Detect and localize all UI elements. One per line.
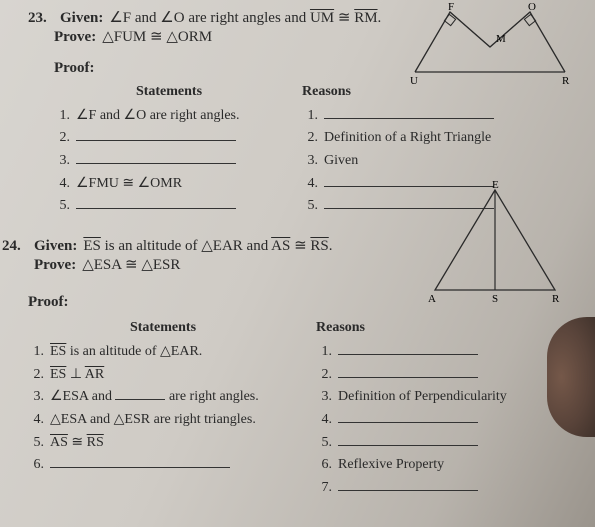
line-num: 3. bbox=[28, 386, 44, 408]
prove-label: Prove: bbox=[34, 257, 76, 274]
blank-line[interactable] bbox=[115, 386, 165, 400]
line-num: 4. bbox=[54, 173, 70, 195]
given-label: Given: bbox=[34, 238, 77, 255]
blank-line[interactable] bbox=[338, 432, 478, 446]
given-part-a: ∠F and ∠O are right angles and bbox=[109, 10, 310, 26]
perp-symbol: ⊥ bbox=[66, 367, 84, 382]
segment-es: ES bbox=[50, 344, 66, 359]
line-num: 2. bbox=[316, 364, 332, 386]
line-num: 1. bbox=[316, 341, 332, 363]
line-num: 6. bbox=[28, 454, 44, 476]
line-num: 2. bbox=[28, 364, 44, 386]
given-text: ES is an altitude of △EAR and AS ≅ RS. bbox=[83, 236, 332, 255]
thumb-shadow bbox=[547, 317, 595, 437]
segment-rs: RS bbox=[87, 435, 104, 450]
stmt-1: ES is an altitude of △EAR. bbox=[50, 341, 202, 363]
segment-rm: RM bbox=[354, 10, 377, 26]
reason-6: Reflexive Property bbox=[338, 454, 444, 476]
statements-header: Statements bbox=[28, 317, 298, 339]
line-num: 3. bbox=[302, 150, 318, 172]
congruent-symbol: ≅ bbox=[290, 238, 310, 254]
line-num: 2. bbox=[302, 127, 318, 149]
vertex-a: A bbox=[428, 293, 436, 305]
line-num: 6. bbox=[316, 454, 332, 476]
blank-line[interactable] bbox=[50, 454, 230, 468]
prove-text: △FUM ≅ △ORM bbox=[102, 27, 212, 46]
line-num: 4. bbox=[302, 173, 318, 195]
reasons-column: Reasons 1. 2. 3. Definition of Perpendicu… bbox=[316, 317, 531, 500]
problem-number: 24. bbox=[2, 238, 28, 255]
blank-line[interactable] bbox=[338, 364, 478, 378]
stmt-4: △ESA and △ESR are right triangles. bbox=[50, 409, 256, 431]
segment-es: ES bbox=[83, 238, 101, 254]
given-text: ∠F and ∠O are right angles and UM ≅ RM. bbox=[109, 8, 381, 27]
reasons-header: Reasons bbox=[316, 317, 531, 339]
reason-3: Given bbox=[324, 150, 358, 172]
statements-column: Statements 1. ∠F and ∠O are right angles.… bbox=[54, 81, 284, 218]
line-num: 5. bbox=[54, 195, 70, 217]
line-num: 4. bbox=[316, 409, 332, 431]
line-num: 4. bbox=[28, 409, 44, 431]
vertex-r: R bbox=[562, 75, 570, 87]
congruent-symbol: ≅ bbox=[68, 435, 87, 450]
figure-24: E A S R bbox=[420, 180, 570, 310]
segment-as: AS bbox=[271, 238, 290, 254]
stmt-3: ∠ESA and are right angles. bbox=[50, 386, 259, 408]
line-num: 2. bbox=[54, 127, 70, 149]
figure-23: F O M U R bbox=[400, 2, 580, 92]
blank-line[interactable] bbox=[324, 105, 494, 119]
line-num: 3. bbox=[54, 150, 70, 172]
blank-line[interactable] bbox=[338, 477, 478, 491]
period: . bbox=[378, 10, 382, 26]
line-num: 5. bbox=[302, 195, 318, 217]
given-label: Given: bbox=[60, 10, 103, 27]
blank-line[interactable] bbox=[76, 195, 236, 209]
line-num: 7. bbox=[316, 477, 332, 499]
vertex-u: U bbox=[410, 75, 418, 87]
line-num: 1. bbox=[302, 105, 318, 127]
stmt-3b: are right angles. bbox=[165, 389, 258, 404]
vertex-f: F bbox=[448, 2, 454, 13]
vertex-s: S bbox=[492, 293, 498, 305]
segment-rs: RS bbox=[310, 238, 328, 254]
stmt-1b: is an altitude of △EAR. bbox=[66, 344, 202, 359]
given-part-b: is an altitude of △EAR and bbox=[101, 238, 271, 254]
blank-line[interactable] bbox=[338, 409, 478, 423]
segment-es: ES bbox=[50, 367, 66, 382]
stmt-2: ES ⊥ AR bbox=[50, 364, 104, 386]
vertex-o: O bbox=[528, 2, 536, 13]
line-num: 1. bbox=[54, 105, 70, 127]
statements-header: Statements bbox=[54, 81, 284, 103]
segment-um: UM bbox=[310, 10, 334, 26]
vertex-r: R bbox=[552, 293, 560, 305]
blank-line[interactable] bbox=[338, 341, 478, 355]
line-num: 3. bbox=[316, 386, 332, 408]
line-num: 5. bbox=[28, 432, 44, 454]
stmt-4: ∠FMU ≅ ∠OMR bbox=[76, 173, 182, 195]
segment-as: AS bbox=[50, 435, 68, 450]
prove-text: △ESA ≅ △ESR bbox=[82, 255, 180, 274]
vertex-m: M bbox=[496, 33, 506, 45]
segment-ar: AR bbox=[85, 367, 104, 382]
vertex-e: E bbox=[492, 180, 499, 191]
prove-label: Prove: bbox=[54, 29, 96, 46]
reason-3: Definition of Perpendicularity bbox=[338, 386, 507, 408]
statements-column: Statements 1.ES is an altitude of △EAR. … bbox=[28, 317, 298, 500]
stmt-5: AS ≅ RS bbox=[50, 432, 104, 454]
reason-2: Definition of a Right Triangle bbox=[324, 127, 491, 149]
blank-line[interactable] bbox=[76, 127, 236, 141]
blank-line[interactable] bbox=[76, 150, 236, 164]
stmt-1: ∠F and ∠O are right angles. bbox=[76, 105, 240, 127]
period: . bbox=[329, 238, 333, 254]
line-num: 1. bbox=[28, 341, 44, 363]
problem-number: 23. bbox=[28, 10, 54, 27]
congruent-symbol: ≅ bbox=[334, 10, 354, 26]
line-num: 5. bbox=[316, 432, 332, 454]
stmt-3a: ∠ESA and bbox=[50, 389, 115, 404]
